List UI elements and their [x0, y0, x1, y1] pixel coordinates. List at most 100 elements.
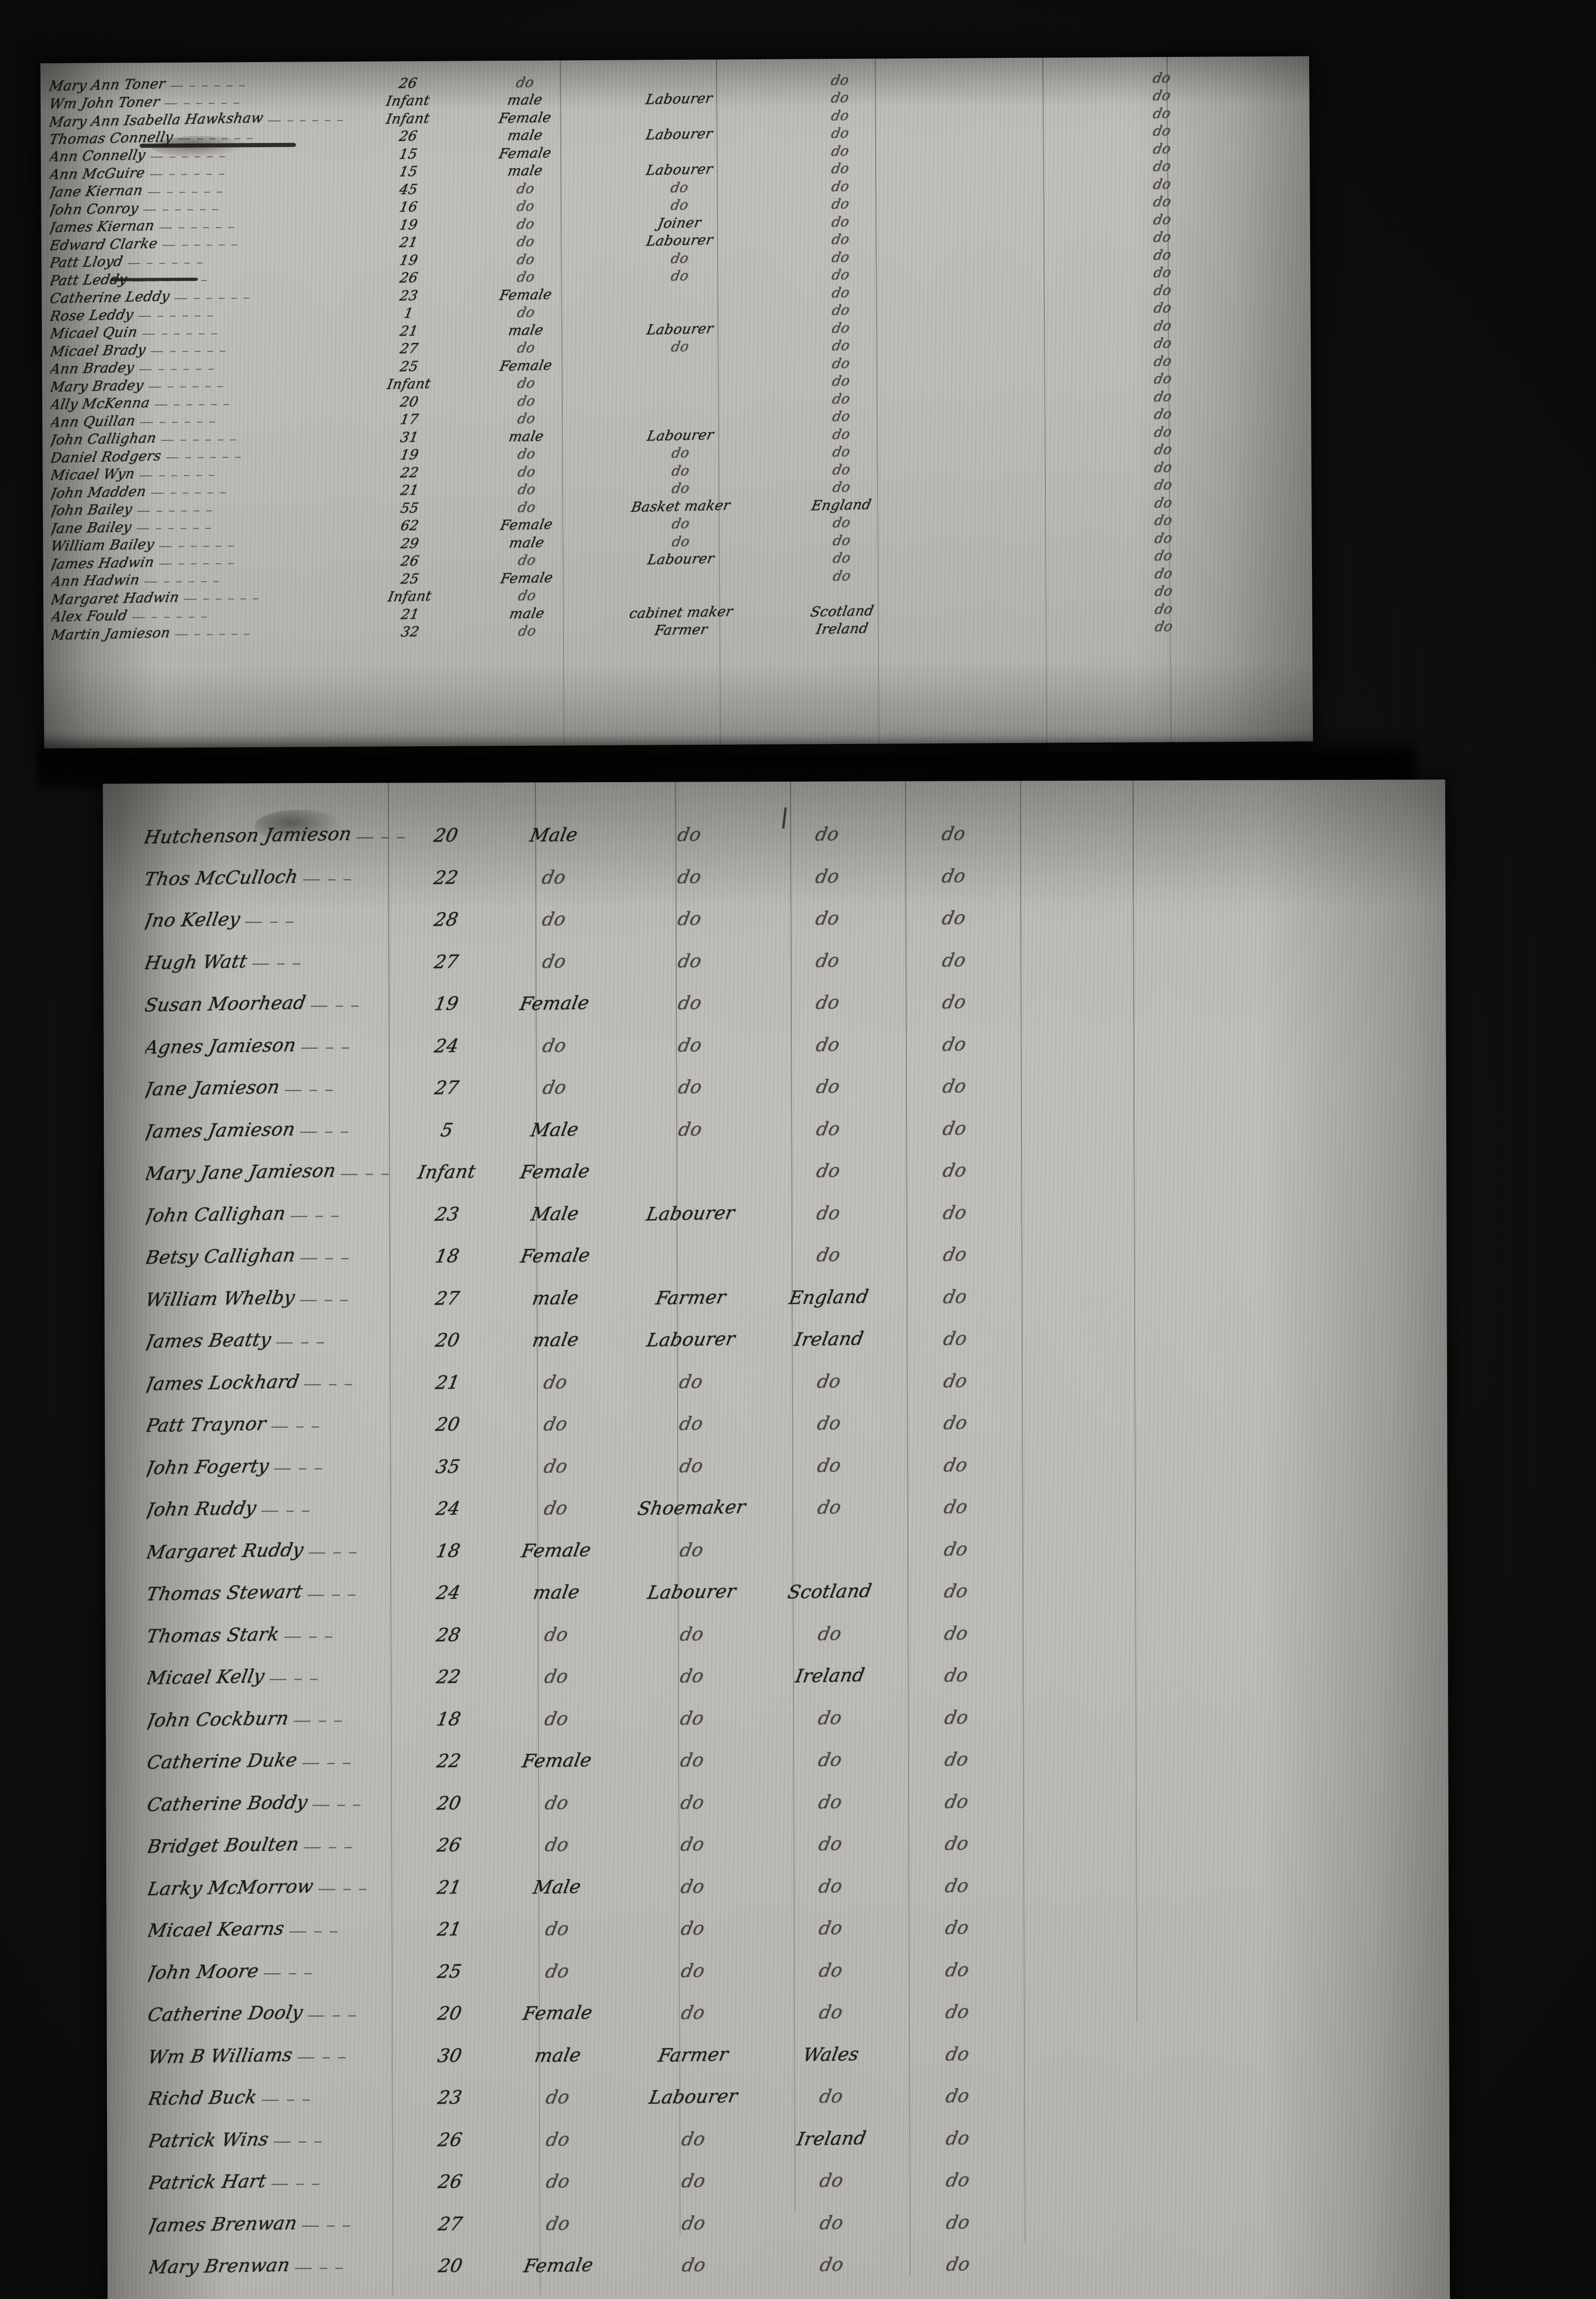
cell-country: do	[759, 1739, 901, 1781]
age-text: 27	[432, 951, 460, 973]
occupation-text: do	[676, 992, 704, 1014]
cell-name: Mary Jane Jamieson — – –	[145, 1152, 408, 1195]
cell-name: Daniel Rodgers — – – – – –	[51, 446, 368, 466]
cell-age: 24	[407, 1025, 485, 1067]
sex-text: Female	[520, 1750, 593, 1773]
cell-occupation: do	[601, 196, 758, 215]
cell-country: do	[757, 1108, 900, 1150]
cell-extra2	[1010, 1275, 1148, 1318]
country-text: do	[815, 1076, 842, 1098]
country-text: do	[830, 178, 851, 195]
cell-extra2	[1010, 1360, 1148, 1402]
cell-country: do	[757, 1150, 900, 1192]
cell-country: Ireland	[760, 2118, 903, 2160]
cell-age: 28	[407, 899, 485, 941]
country-text: do	[831, 479, 852, 496]
sex-text: do	[515, 251, 536, 268]
sex-text: do	[516, 499, 537, 516]
cell-name: Catherine Dooly — – –	[148, 1993, 410, 2036]
country-text: do	[831, 373, 851, 390]
cell-occupation: do	[602, 267, 758, 286]
occupation-text: do	[680, 2254, 708, 2276]
cell-sex: Female	[489, 2245, 627, 2287]
cell-extra1: do	[901, 1528, 1011, 1571]
leader-dashes: — – – – – –	[164, 94, 241, 111]
occupation-text: Labourer	[645, 1328, 737, 1351]
extra2-text: do	[1152, 300, 1173, 317]
cell-age: 28	[409, 1614, 487, 1656]
cell-extra2: do	[1061, 281, 1264, 300]
cell-extra1	[924, 566, 1062, 584]
age-text: 24	[434, 1498, 462, 1520]
cell-extra2: do	[1062, 600, 1265, 619]
cell-occupation: Joiner	[601, 214, 758, 233]
occupation-text: do	[669, 197, 690, 214]
leader-dashes: — – –	[293, 1709, 344, 1731]
age-text: 32	[399, 623, 421, 641]
cell-extra1: do	[901, 1654, 1011, 1697]
sex-text: do	[542, 1624, 570, 1646]
name-text: Jane Kiernan	[49, 182, 144, 200]
cell-name: Micael Kelly — – –	[147, 1657, 410, 1699]
age-text: 18	[434, 1708, 462, 1730]
cell-name: James Kiernan — – – – – –	[50, 217, 367, 236]
table-row: Hutchenson Jamieson — – – 20 Male do do do	[144, 812, 1147, 858]
cell-country: do	[759, 1907, 902, 1950]
cell-extra2	[1012, 1822, 1150, 1864]
table-row: Betsy Callighan — – – 18 Female do do	[146, 1233, 1148, 1278]
cell-extra2: do	[1060, 69, 1263, 88]
cell-sex: do	[450, 339, 602, 358]
leader-dashes: — – – – – –	[147, 183, 225, 200]
age-text: 31	[399, 429, 420, 446]
country-text: do	[830, 213, 851, 230]
leader-dashes: — – – – – –	[154, 395, 232, 412]
cell-age: 15	[367, 145, 450, 163]
name-text: Thomas Stewart	[147, 1581, 304, 1605]
extra1-text: do	[942, 1580, 970, 1602]
cell-country: do	[758, 195, 923, 214]
age-text: 20	[435, 2003, 463, 2024]
cell-name: Micael Kearns — – –	[148, 1909, 410, 1952]
cell-extra1	[924, 495, 1062, 514]
cell-extra1	[923, 353, 1061, 372]
cell-occupation: do	[623, 982, 757, 1024]
cell-name: Thomas Connelly — – – – – –	[50, 128, 367, 148]
extra1-text: do	[944, 2169, 972, 2191]
table-row: Catherine Dooly — – – 20 Female do do do	[148, 1990, 1151, 2036]
country-text: do	[830, 284, 851, 301]
occupation-text: Labourer	[646, 1581, 738, 1604]
leader-dashes: — – –	[299, 1288, 350, 1310]
table-row: James Lockhard — – – 21 do do do do	[146, 1360, 1149, 1405]
sex-text: do	[515, 234, 536, 250]
name-text: Micael Brady	[50, 342, 147, 360]
occupation-text: do	[669, 250, 690, 267]
cell-country: do	[759, 549, 924, 568]
table-row: Susan Moorhead — – – 19 Female do do do	[145, 981, 1147, 1026]
leader-dashes: — – –	[299, 1247, 351, 1268]
age-text: 17	[399, 411, 420, 428]
cell-extra2	[1009, 812, 1147, 855]
cell-extra1: do	[899, 855, 1009, 898]
name-text: James Beatty	[146, 1329, 273, 1353]
sex-text: do	[542, 1413, 570, 1435]
cell-name: Ann Connelly — – – – – –	[50, 146, 367, 166]
cell-extra1: do	[903, 2202, 1013, 2244]
cell-occupation: Labourer	[603, 550, 759, 569]
leader-dashes: — – –	[294, 2256, 345, 2278]
name-text: Micael Kelly	[147, 1665, 267, 1689]
cell-name: Jane Kiernan — – – – – –	[50, 181, 367, 201]
cell-age: 22	[407, 857, 485, 899]
sex-text: do	[541, 1077, 568, 1099]
extra2-text: do	[1153, 494, 1174, 511]
cell-occupation: do	[623, 898, 756, 940]
age-text: 25	[399, 571, 420, 588]
name-text: Mary Brenwan	[148, 2254, 292, 2278]
cell-sex: Female	[449, 109, 601, 127]
occupation-text: do	[670, 338, 690, 355]
cell-extra1	[924, 601, 1062, 620]
name-text: James Jamieson	[145, 1118, 297, 1143]
age-text: 18	[433, 1246, 461, 1267]
cell-occupation: Labourer	[601, 231, 758, 250]
occupation-text: do	[676, 824, 703, 846]
cell-name: John Callighan — – – – – –	[51, 429, 368, 449]
